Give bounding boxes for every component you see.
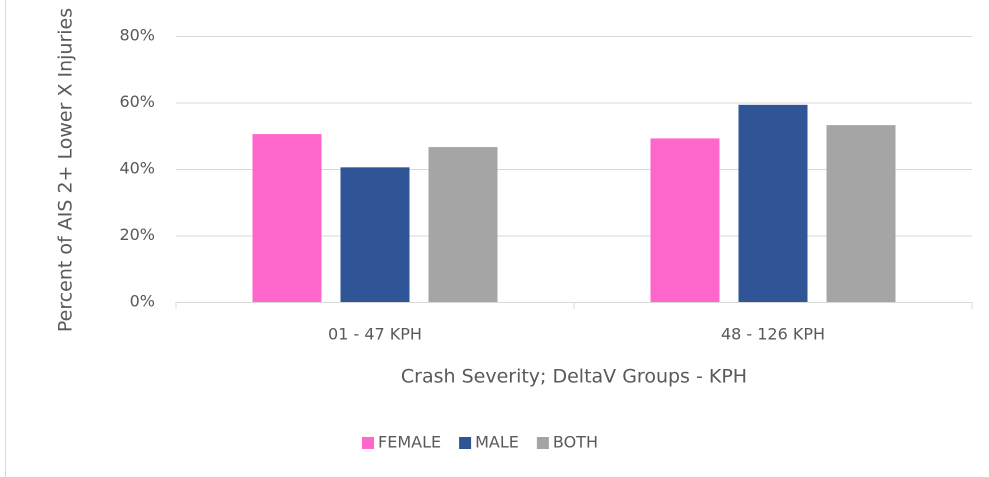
legend-label: MALE bbox=[475, 433, 519, 452]
legend-label: FEMALE bbox=[378, 433, 441, 452]
y-tick-label: 0% bbox=[130, 292, 155, 311]
bar bbox=[428, 147, 498, 302]
bar bbox=[252, 134, 322, 302]
legend-swatch bbox=[536, 437, 549, 449]
x-tick-label: 48 - 126 KPH bbox=[721, 325, 825, 344]
y-tick-label: 60% bbox=[119, 92, 155, 111]
bar bbox=[826, 125, 896, 302]
legend-label: BOTH bbox=[553, 433, 598, 452]
legend-swatch bbox=[459, 437, 472, 449]
bar bbox=[738, 104, 808, 302]
y-tick-label: 20% bbox=[119, 225, 155, 244]
x-tick-label: 01 - 47 KPH bbox=[328, 325, 422, 344]
bar bbox=[650, 138, 720, 302]
bar bbox=[340, 167, 410, 302]
y-tick-label: 80% bbox=[119, 26, 155, 45]
y-tick-label: 40% bbox=[119, 159, 155, 178]
y-axis-title: Percent of AIS 2+ Lower X Injuries bbox=[55, 8, 77, 332]
x-axis-title: Crash Severity; DeltaV Groups - KPH bbox=[401, 366, 747, 388]
legend-swatch bbox=[362, 437, 374, 449]
